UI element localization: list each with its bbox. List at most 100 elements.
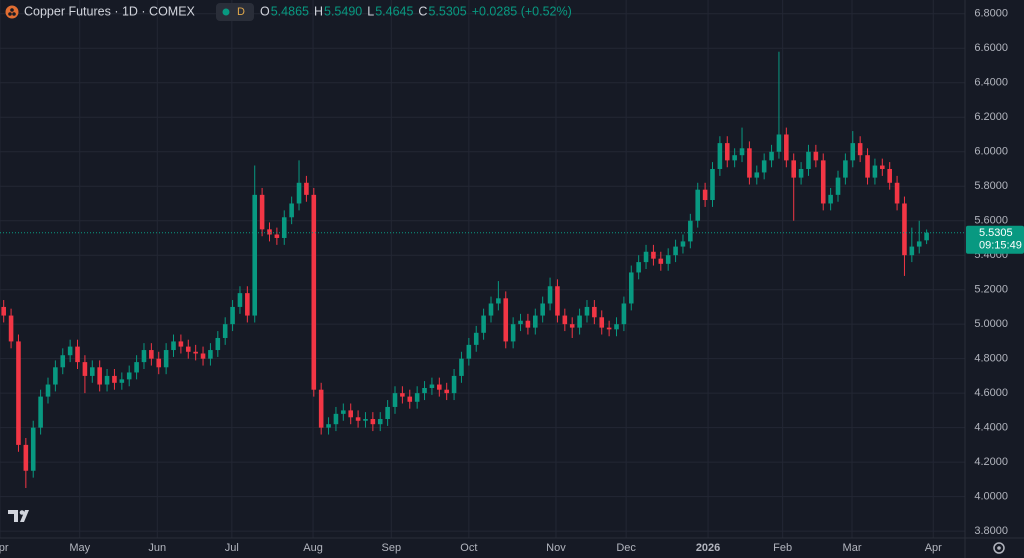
- settings-icon[interactable]: [993, 542, 1005, 554]
- candle-body: [185, 346, 191, 352]
- candle-body: [459, 358, 464, 376]
- candle-body: [200, 353, 206, 359]
- candle-body: [208, 350, 213, 359]
- y-tick-label: 4.6000: [974, 387, 1008, 399]
- interval-badge: D: [237, 6, 245, 18]
- candle-body: [289, 203, 294, 218]
- candle-body: [82, 362, 88, 376]
- candle-body: [30, 427, 36, 471]
- candle-body: [599, 317, 605, 328]
- ohlc-value: 5.5305: [428, 4, 466, 18]
- candle-body: [702, 189, 708, 201]
- x-tick-label: Jul: [225, 542, 239, 554]
- y-tick-label: 4.2000: [974, 456, 1008, 468]
- candle-body: [126, 372, 132, 380]
- candle-body: [281, 217, 287, 238]
- candle-body: [496, 298, 501, 304]
- candle-body: [555, 286, 560, 316]
- candle-body: [724, 143, 730, 161]
- candle-body: [798, 168, 804, 178]
- x-tick-label: Nov: [546, 542, 566, 554]
- x-tick-label: Sep: [382, 542, 402, 554]
- candle-body: [850, 143, 856, 161]
- candle-body: [473, 332, 479, 345]
- candle-body: [141, 350, 147, 363]
- badge[interactable]: [216, 3, 254, 21]
- y-tick-label: 6.2000: [974, 111, 1008, 123]
- candle-body: [90, 367, 95, 376]
- candle-body: [112, 375, 117, 383]
- candle-body: [510, 324, 516, 342]
- settings-icon-center: [997, 546, 1001, 550]
- candle-body: [665, 255, 671, 264]
- candle-body: [592, 306, 597, 318]
- candle-body: [60, 355, 66, 368]
- candle-body: [540, 303, 545, 316]
- logo-dot: [8, 12, 12, 16]
- ohlc-value: 5.4865: [271, 4, 309, 18]
- y-tick-label: 6.8000: [974, 8, 1008, 20]
- candle-body: [614, 324, 619, 330]
- candle-body: [865, 155, 870, 178]
- candle-body: [437, 384, 442, 390]
- x-tick-label: Jun: [148, 542, 166, 554]
- candle-body: [673, 246, 678, 256]
- candle-body: [429, 384, 435, 388]
- candle-body: [178, 341, 184, 347]
- candle-body: [104, 375, 110, 385]
- y-tick-label: 3.8000: [974, 525, 1008, 537]
- ohlc-value: 5.5490: [324, 4, 362, 18]
- change-value: +0.0285 (+0.52%): [472, 4, 572, 18]
- candle-body: [806, 151, 811, 169]
- candle-body: [820, 160, 826, 204]
- candle-body: [304, 182, 309, 195]
- y-tick-label: 6.6000: [974, 42, 1008, 54]
- candle-body: [813, 151, 819, 161]
- candle-body: [451, 375, 457, 394]
- x-tick-label: Apr: [0, 542, 9, 554]
- candle-body: [880, 165, 885, 169]
- candle-body: [651, 251, 656, 259]
- tv-logo: [8, 510, 29, 522]
- candle-body: [156, 358, 162, 368]
- ohlc-key: O: [260, 4, 270, 18]
- candle-body: [363, 419, 368, 421]
- candle-body: [385, 406, 390, 420]
- candle-body: [835, 177, 841, 195]
- logo-dot: [10, 8, 14, 12]
- last-price-label: 5.5305: [979, 227, 1013, 239]
- candle-body: [488, 303, 494, 316]
- symbol-title[interactable]: Copper Futures · 1D · COMEX: [24, 4, 196, 18]
- candle-body: [894, 182, 900, 204]
- candle-body: [525, 320, 531, 328]
- candle-body: [274, 234, 280, 238]
- candle-body: [828, 194, 833, 204]
- candle-body: [16, 341, 21, 445]
- candle-body: [1, 306, 6, 316]
- candle-body: [171, 341, 176, 351]
- candle-body: [370, 419, 376, 425]
- candle-body: [843, 160, 848, 178]
- candle-body: [636, 262, 641, 273]
- x-tick-label: May: [69, 542, 90, 554]
- candle-body: [318, 389, 324, 428]
- candle-body: [916, 241, 922, 247]
- settings-button[interactable]: [993, 542, 1005, 554]
- candle-body: [747, 148, 752, 178]
- candle-body: [348, 410, 353, 418]
- candle-body: [53, 367, 58, 385]
- candle-body: [909, 246, 915, 256]
- candle-body: [259, 194, 265, 230]
- y-tick-label: 5.6000: [974, 215, 1008, 227]
- candle-body: [887, 168, 892, 183]
- candle-body: [606, 327, 612, 330]
- candle-body: [776, 134, 782, 152]
- candle-body: [134, 362, 139, 373]
- candle-body: [163, 350, 169, 368]
- candle-body: [400, 393, 405, 397]
- y-tick-label: 6.0000: [974, 146, 1008, 158]
- ohlc-key: H: [314, 4, 323, 18]
- candle-body: [230, 306, 235, 325]
- candle-body: [8, 315, 14, 342]
- candles: [0, 51, 965, 488]
